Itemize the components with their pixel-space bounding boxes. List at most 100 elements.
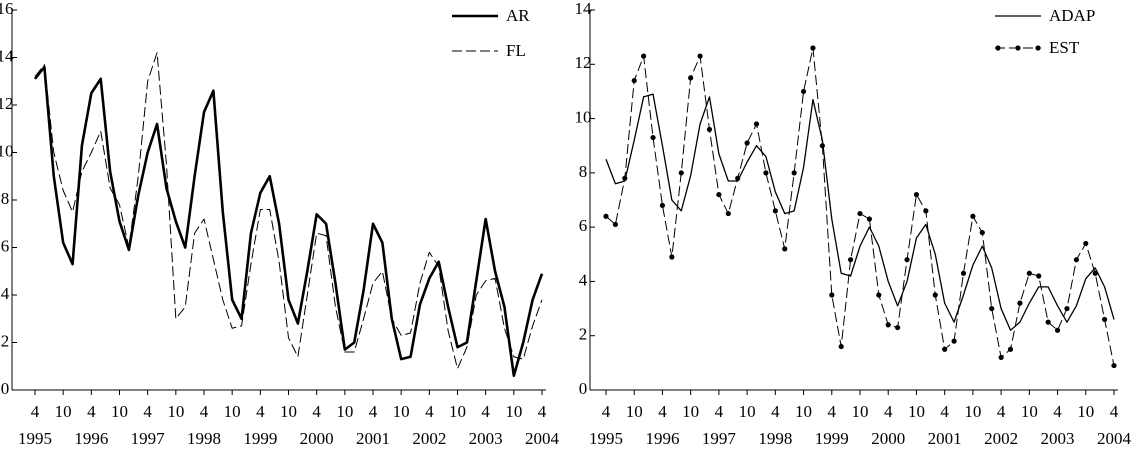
x-tick-label: 4 [31, 402, 40, 421]
series-marker [631, 77, 637, 84]
legend-marker [1015, 45, 1021, 51]
y-tick-label: 2 [1, 331, 10, 350]
series-marker [885, 322, 891, 328]
x-tick-label: 10 [449, 402, 466, 421]
x-tick-label: 10 [908, 402, 925, 421]
x-tick-label: 10 [224, 402, 241, 421]
y-tick-label: 12 [575, 53, 592, 72]
x-group-label: 1998 [758, 429, 792, 448]
legend-label: ADAP [1049, 6, 1095, 25]
series-marker [1092, 270, 1098, 276]
legend-marker [1035, 45, 1041, 51]
series-marker [970, 213, 976, 219]
x-tick-label: 4 [1053, 402, 1062, 421]
series-marker [932, 292, 938, 298]
x-tick-label: 4 [143, 402, 152, 421]
x-tick-label: 4 [715, 402, 724, 421]
series-marker [725, 210, 731, 217]
series-marker [650, 134, 656, 141]
series-marker [904, 257, 910, 263]
series-marker [772, 208, 778, 214]
series-marker [1036, 273, 1042, 279]
series-marker [1064, 305, 1070, 312]
series-marker [612, 221, 619, 228]
x-group-label: 2003 [1041, 429, 1075, 448]
x-tick-label: 4 [200, 402, 209, 421]
x-tick-label: 4 [538, 402, 547, 421]
series-marker [791, 170, 797, 176]
y-tick-label: 4 [1, 284, 10, 303]
x-tick-label: 4 [312, 402, 321, 421]
y-tick-label: 16 [0, 0, 14, 18]
x-tick-label: 10 [795, 402, 812, 421]
series-marker [923, 208, 929, 214]
series-marker [819, 143, 825, 149]
x-group-label: 2002 [984, 429, 1018, 448]
y-tick-label: 2 [579, 325, 588, 344]
series-marker [697, 53, 703, 59]
series-marker [659, 202, 666, 209]
y-tick-label: 0 [579, 379, 588, 398]
series-line [34, 52, 543, 370]
y-tick-label: 10 [575, 107, 592, 126]
series-line [605, 93, 1115, 331]
series-marker [1007, 346, 1014, 352]
x-tick-label: 10 [393, 402, 410, 421]
y-tick-label: 6 [1, 236, 10, 255]
x-group-label: 1995 [589, 429, 623, 448]
x-tick-label: 10 [55, 402, 72, 421]
series-marker [942, 346, 948, 352]
y-tick-label: 12 [0, 94, 14, 113]
x-tick-label: 4 [658, 402, 667, 421]
x-tick-label: 4 [425, 402, 434, 421]
series-marker [678, 170, 684, 176]
legend-label: EST [1049, 38, 1080, 57]
x-group-label: 1996 [74, 429, 108, 448]
x-tick-label: 4 [1110, 402, 1119, 421]
y-tick-label: 14 [575, 0, 593, 18]
x-tick-label: 4 [256, 402, 265, 421]
x-tick-label: 10 [852, 402, 869, 421]
series-marker [1101, 316, 1108, 323]
series-marker [744, 140, 750, 146]
x-group-label: 2004 [1097, 429, 1132, 448]
series-marker [913, 191, 920, 198]
series-marker [998, 354, 1004, 361]
y-tick-label: 14 [0, 46, 14, 65]
series-marker [622, 175, 628, 181]
series-marker [763, 170, 769, 176]
series-marker [960, 270, 967, 276]
x-tick-label: 10 [280, 402, 297, 421]
legend-marker [995, 45, 1001, 51]
x-tick-label: 10 [964, 402, 981, 421]
x-group-label: 2000 [871, 429, 905, 448]
x-tick-label: 10 [739, 402, 756, 421]
x-group-label: 1995 [18, 429, 52, 448]
series-marker [857, 210, 863, 217]
series-marker [951, 338, 957, 344]
x-tick-label: 10 [505, 402, 522, 421]
series-marker [782, 246, 788, 252]
series-marker [1017, 300, 1023, 306]
series-marker [1054, 327, 1061, 333]
x-group-label: 1997 [702, 429, 737, 448]
x-group-label: 1999 [815, 429, 849, 448]
series-marker [800, 88, 807, 95]
series-marker [688, 75, 694, 81]
x-group-label: 1997 [131, 429, 166, 448]
x-group-label: 2001 [356, 429, 390, 448]
y-tick-label: 0 [1, 379, 10, 398]
x-group-label: 2003 [469, 429, 503, 448]
series-marker [847, 257, 854, 263]
series-marker [810, 45, 816, 51]
y-tick-label: 6 [579, 216, 588, 235]
series-marker [753, 121, 760, 127]
x-group-label: 1998 [187, 429, 221, 448]
x-group-label: 1996 [645, 429, 679, 448]
series-marker [1111, 362, 1117, 369]
x-tick-label: 4 [940, 402, 949, 421]
x-tick-label: 10 [111, 402, 128, 421]
series-marker [1045, 319, 1051, 325]
series-line [33, 65, 544, 378]
